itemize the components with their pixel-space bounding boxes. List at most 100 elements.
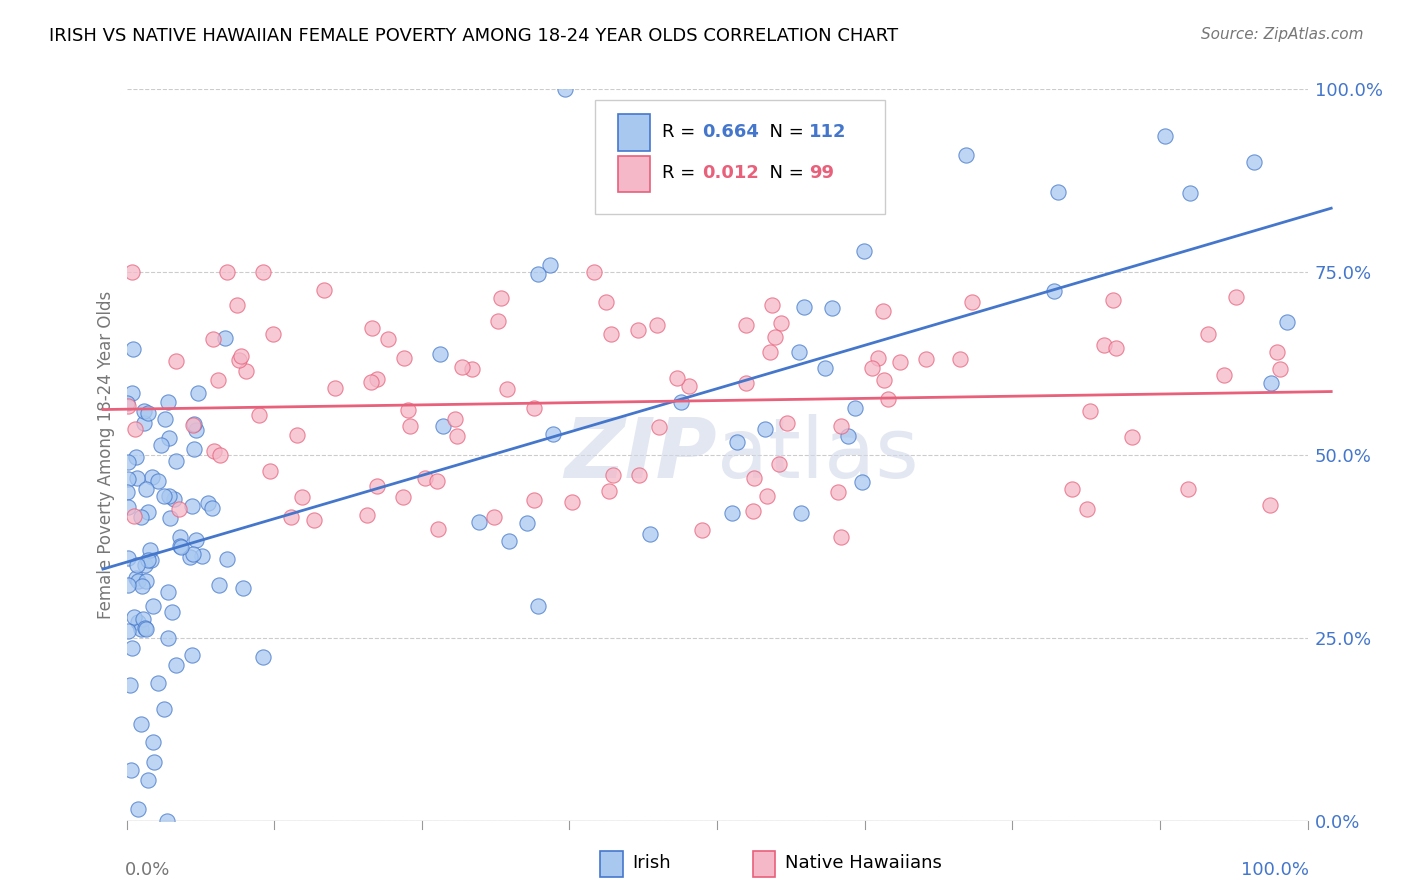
Point (516, 516, 538, 531)
Point (146, 676, 169, 690)
Text: 0.012: 0.012 (702, 164, 759, 182)
Point (599, 327, 621, 342)
Point (136, 406, 159, 420)
Point (451, 359, 474, 374)
Point (830, 530, 852, 544)
Point (215, 552, 238, 566)
Point (136, 553, 159, 567)
Point (129, 622, 152, 636)
Point (181, 547, 204, 561)
Point (741, 504, 763, 518)
Point (181, 648, 204, 662)
Point (141, 470, 163, 484)
Point (1121, 430, 1143, 444)
Point (1076, 501, 1098, 516)
Point (252, 650, 274, 665)
Point (1101, 293, 1123, 308)
Point (962, 295, 984, 310)
Point (413, 471, 436, 485)
Point (181, 499, 204, 513)
Point (127, 802, 149, 816)
Point (125, 450, 148, 464)
Point (117, 472, 139, 486)
Point (229, 349, 252, 363)
Point (208, 578, 231, 592)
FancyBboxPatch shape (617, 114, 650, 151)
Text: Native Hawaiians: Native Hawaiians (785, 854, 942, 872)
Point (955, 148, 977, 162)
Point (761, 298, 783, 312)
Point (482, 510, 505, 524)
Point (117, 624, 139, 639)
Point (671, 394, 693, 409)
Point (793, 300, 815, 314)
Point (915, 351, 938, 366)
Point (638, 527, 661, 541)
Point (489, 291, 512, 305)
Point (361, 321, 384, 335)
Point (157, 490, 180, 504)
Text: R =: R = (662, 123, 700, 141)
Point (860, 361, 883, 376)
Point (598, 484, 620, 499)
Point (124, 508, 146, 523)
Point (692, 523, 714, 537)
Point (429, 347, 451, 361)
Point (495, 382, 517, 396)
Point (735, 318, 758, 332)
Text: ZIP: ZIP (564, 415, 717, 495)
Point (285, 427, 308, 442)
Point (787, 345, 810, 359)
Point (814, 360, 837, 375)
Point (432, 419, 454, 434)
Text: 100.0%: 100.0% (1240, 861, 1309, 879)
Point (627, 322, 650, 336)
Point (1212, 368, 1234, 383)
Point (139, 552, 162, 566)
Point (129, 716, 152, 731)
Point (461, 362, 484, 376)
Point (827, 485, 849, 500)
FancyBboxPatch shape (617, 156, 650, 193)
Point (118, 678, 141, 692)
Point (134, 621, 156, 635)
Point (121, 640, 143, 655)
Point (131, 579, 153, 593)
Point (755, 489, 778, 503)
Point (153, 412, 176, 426)
Point (183, 417, 205, 432)
Point (127, 574, 149, 588)
Point (647, 420, 669, 434)
Point (117, 455, 139, 469)
Point (844, 401, 866, 415)
Point (721, 506, 744, 520)
Point (426, 474, 449, 488)
Point (127, 558, 149, 573)
Point (763, 329, 786, 343)
Point (776, 416, 799, 430)
Point (152, 702, 174, 716)
Point (851, 475, 873, 490)
Point (259, 464, 281, 478)
Point (157, 431, 180, 445)
Point (139, 543, 162, 558)
Text: IRISH VS NATIVE HAWAIIAN FEMALE POVERTY AMONG 18-24 YEAR OLDS CORRELATION CHART: IRISH VS NATIVE HAWAIIAN FEMALE POVERTY … (49, 27, 898, 45)
Point (169, 501, 191, 516)
Point (1153, 129, 1175, 144)
Point (1268, 361, 1291, 376)
Point (291, 490, 314, 504)
Point (302, 513, 325, 527)
Point (202, 444, 225, 458)
Point (1104, 341, 1126, 355)
Point (169, 539, 191, 553)
Point (325, 381, 347, 395)
Point (125, 471, 148, 485)
Point (356, 508, 378, 523)
Point (725, 435, 748, 450)
Point (595, 294, 617, 309)
Point (837, 429, 859, 443)
Point (1258, 498, 1281, 512)
Point (207, 373, 229, 387)
Point (129, 509, 152, 524)
Text: 99: 99 (810, 164, 834, 182)
